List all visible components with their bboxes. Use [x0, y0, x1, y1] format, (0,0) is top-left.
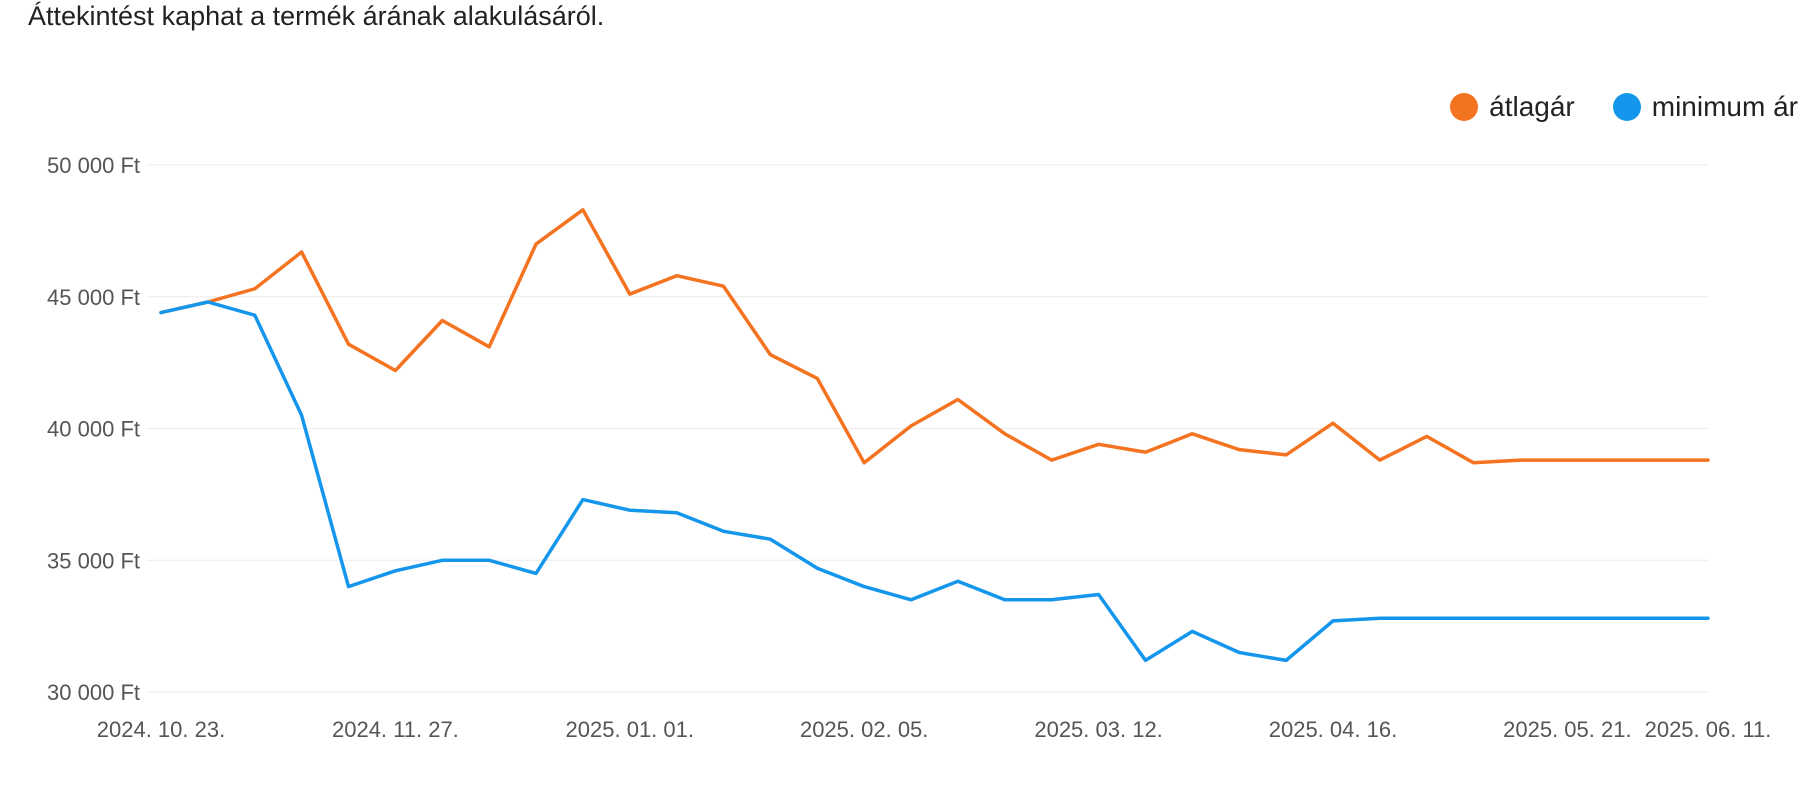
data-point-average-price[interactable] — [1374, 454, 1386, 466]
data-point-average-price[interactable] — [1421, 430, 1433, 442]
legend-dot-minimum-price — [1612, 93, 1641, 121]
y-tick-label: 35 000 Ft — [47, 548, 140, 573]
data-point-average-price[interactable] — [296, 246, 308, 258]
y-tick-label: 40 000 Ft — [47, 417, 140, 442]
data-point-average-price[interactable] — [811, 372, 823, 384]
series-lines — [155, 204, 1714, 666]
data-point-average-price[interactable] — [1468, 457, 1480, 469]
chart-subtitle: Áttekintést kaphat a termék árának alaku… — [28, 1, 605, 31]
data-point-minimum-price[interactable] — [1046, 594, 1058, 606]
x-tick-label: 2025. 04. 16. — [1269, 717, 1397, 742]
x-tick-label: 2025. 03. 12. — [1034, 717, 1162, 742]
legend-item-average-price[interactable]: átlagár — [1450, 91, 1575, 123]
data-point-average-price[interactable] — [1515, 454, 1527, 466]
legend-label-average-price: átlagár — [1489, 91, 1575, 122]
data-point-minimum-price[interactable] — [905, 594, 917, 606]
data-point-average-price[interactable] — [1280, 449, 1292, 461]
data-point-average-price[interactable] — [577, 204, 589, 216]
data-point-minimum-price[interactable] — [249, 309, 261, 321]
chart-legend: átlagár minimum ár — [1450, 91, 1798, 123]
data-point-average-price[interactable] — [1186, 428, 1198, 440]
data-point-average-price[interactable] — [1233, 444, 1245, 456]
data-point-average-price[interactable] — [483, 341, 495, 353]
data-point-minimum-price[interactable] — [1421, 612, 1433, 624]
series-line-average-price[interactable] — [159, 208, 1710, 465]
data-point-minimum-price[interactable] — [389, 565, 401, 577]
data-point-average-price[interactable] — [389, 365, 401, 377]
data-point-average-price[interactable] — [436, 315, 448, 327]
data-point-average-price[interactable] — [952, 394, 964, 406]
data-point-minimum-price[interactable] — [296, 409, 308, 421]
data-point-minimum-price[interactable] — [202, 296, 214, 308]
data-point-minimum-price[interactable] — [671, 507, 683, 519]
data-point-average-price[interactable] — [624, 288, 636, 300]
data-point-average-price[interactable] — [1561, 454, 1573, 466]
y-tick-label: 50 000 Ft — [47, 153, 140, 178]
legend-label-minimum-price: minimum ár — [1651, 91, 1798, 122]
data-point-minimum-price[interactable] — [764, 533, 776, 545]
data-point-minimum-price[interactable] — [1655, 612, 1667, 624]
data-point-minimum-price[interactable] — [999, 594, 1011, 606]
data-point-average-price[interactable] — [1140, 446, 1152, 458]
data-point-minimum-price[interactable] — [530, 567, 542, 579]
data-point-average-price[interactable] — [1702, 454, 1714, 466]
data-point-minimum-price[interactable] — [1186, 625, 1198, 637]
data-point-minimum-price[interactable] — [1327, 615, 1339, 627]
grid-lines — [147, 164, 1708, 693]
y-tick-label: 45 000 Ft — [47, 285, 140, 310]
data-point-minimum-price[interactable] — [1140, 654, 1152, 666]
data-point-average-price[interactable] — [858, 457, 870, 469]
y-tick-label: 30 000 Ft — [47, 680, 140, 705]
data-point-minimum-price[interactable] — [1702, 612, 1714, 624]
data-point-minimum-price[interactable] — [155, 307, 167, 319]
data-point-average-price[interactable] — [1046, 454, 1058, 466]
data-point-minimum-price[interactable] — [624, 504, 636, 516]
data-point-average-price[interactable] — [1608, 454, 1620, 466]
data-point-minimum-price[interactable] — [1233, 647, 1245, 659]
data-point-minimum-price[interactable] — [483, 554, 495, 566]
legend-item-minimum-price[interactable]: minimum ár — [1612, 91, 1798, 123]
data-point-minimum-price[interactable] — [952, 575, 964, 587]
data-point-minimum-price[interactable] — [1561, 612, 1573, 624]
x-tick-label: 2025. 05. 21. — [1503, 717, 1631, 742]
data-point-minimum-price[interactable] — [1374, 612, 1386, 624]
data-point-minimum-price[interactable] — [1515, 612, 1527, 624]
data-point-average-price[interactable] — [905, 420, 917, 432]
x-tick-label: 2024. 11. 27. — [332, 717, 459, 742]
data-point-average-price[interactable] — [343, 338, 355, 350]
data-point-average-price[interactable] — [1327, 417, 1339, 429]
data-point-minimum-price[interactable] — [718, 525, 730, 537]
data-point-average-price[interactable] — [764, 349, 776, 361]
data-point-minimum-price[interactable] — [811, 562, 823, 574]
x-tick-label: 2024. 10. 23. — [97, 717, 225, 742]
data-point-average-price[interactable] — [671, 270, 683, 282]
data-point-minimum-price[interactable] — [1093, 589, 1105, 601]
data-point-average-price[interactable] — [999, 428, 1011, 440]
data-point-average-price[interactable] — [530, 238, 542, 250]
data-point-average-price[interactable] — [1655, 454, 1667, 466]
data-point-minimum-price[interactable] — [858, 581, 870, 593]
y-axis-labels: 30 000 Ft 35 000 Ft 40 000 Ft 45 000 Ft 50 0… — [47, 153, 140, 705]
data-point-minimum-price[interactable] — [577, 494, 589, 506]
data-point-minimum-price[interactable] — [436, 554, 448, 566]
legend-dot-average-price — [1450, 93, 1479, 121]
series-line-minimum-price[interactable] — [159, 300, 1710, 663]
data-point-average-price[interactable] — [1093, 438, 1105, 450]
data-point-minimum-price[interactable] — [1280, 654, 1292, 666]
data-point-minimum-price[interactable] — [1608, 612, 1620, 624]
x-tick-label: 2025. 02. 05. — [800, 717, 928, 742]
x-tick-label: 2025. 01. 01. — [566, 717, 694, 742]
data-point-average-price[interactable] — [718, 280, 730, 292]
x-axis-labels: 2024. 10. 23. 2024. 11. 27. 2025. 01. 01. 2… — [97, 717, 1772, 742]
data-point-minimum-price[interactable] — [1468, 612, 1480, 624]
data-point-minimum-price[interactable] — [343, 581, 355, 593]
x-tick-label: 2025. 06. 11. — [1645, 717, 1772, 742]
data-point-average-price[interactable] — [249, 283, 261, 295]
